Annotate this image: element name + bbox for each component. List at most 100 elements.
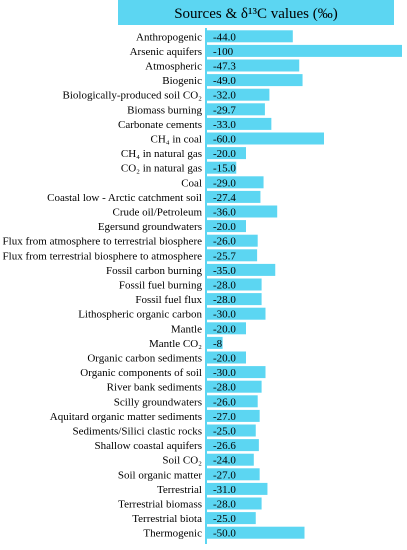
value-label: -28.0 xyxy=(213,499,236,511)
bar xyxy=(207,424,256,437)
category-label: Biomass burning xyxy=(127,104,202,116)
value-label: -20.0 xyxy=(213,353,236,365)
chart-title: Sources & δ¹³C values (‰) xyxy=(174,6,338,22)
bar xyxy=(207,44,402,57)
category-label: Anthropogenic xyxy=(136,31,202,43)
category-label: Flux from atmosphere to terrestrial bios… xyxy=(3,236,203,248)
category-label: Aquitard organic matter sediments xyxy=(50,411,202,423)
bars-group xyxy=(207,30,402,539)
category-labels-group: Anthropogenic Arsenic aquifers Atmospheric… xyxy=(3,31,203,539)
category-label: Coal xyxy=(181,177,202,189)
category-label: Organic components of soil xyxy=(80,367,202,379)
category-label: Terrestrial biomass xyxy=(118,499,202,511)
category-label: Sediments/Silici clastic rocks xyxy=(72,426,202,438)
bar xyxy=(207,59,300,72)
bar xyxy=(207,117,272,130)
value-label: -26.0 xyxy=(213,396,236,408)
category-label: Thermogenic xyxy=(143,528,202,540)
value-label: -15.0 xyxy=(213,163,236,175)
bar xyxy=(207,366,266,379)
category-label: Atmospheric xyxy=(145,61,202,73)
category-label: Crude oil/Petroleum xyxy=(112,207,202,219)
bar xyxy=(207,205,278,218)
bar xyxy=(207,351,246,364)
value-label: -28.0 xyxy=(213,382,236,394)
bar xyxy=(207,380,262,393)
bar xyxy=(207,395,258,408)
value-label: -20.0 xyxy=(213,221,236,233)
category-label: Soil organic matter xyxy=(118,469,202,481)
category-label: Biologically-produced soil CO₂ xyxy=(63,90,203,102)
value-label: -30.0 xyxy=(213,367,236,379)
value-label: -29.7 xyxy=(213,104,236,116)
value-label: -20.0 xyxy=(213,148,236,160)
value-label: -33.0 xyxy=(213,119,236,131)
value-label: -8 xyxy=(213,338,223,350)
category-label: Biogenic xyxy=(162,75,202,87)
bar xyxy=(207,453,254,466)
category-label: Shallow coastal aquifers xyxy=(94,440,202,452)
value-label: -47.3 xyxy=(213,61,236,73)
value-label: -50.0 xyxy=(213,528,236,540)
category-label: Terrestrial xyxy=(157,484,202,496)
value-label: -26.0 xyxy=(213,236,236,248)
category-label: Soil CO₂ xyxy=(162,455,202,467)
category-label: Fossil fuel burning xyxy=(119,280,203,292)
value-label: -36.0 xyxy=(213,207,236,219)
category-label: Egersund groundwaters xyxy=(98,221,202,233)
category-label: Scilly groundwaters xyxy=(114,396,202,408)
category-label: CH₄ in natural gas xyxy=(121,148,202,160)
bar xyxy=(207,512,256,525)
value-label: -26.6 xyxy=(213,440,236,452)
bar xyxy=(207,249,258,262)
bar xyxy=(207,482,268,495)
category-label: Carbonate cements xyxy=(118,119,202,131)
bar xyxy=(207,147,246,160)
category-label: Coastal low - Arctic catchment soil xyxy=(47,192,202,204)
category-label: Arsenic aquifers xyxy=(130,46,202,58)
bar xyxy=(207,409,260,422)
category-label: CH₄ in coal xyxy=(151,134,203,146)
chart-title-background xyxy=(118,0,394,25)
bar xyxy=(207,132,324,145)
category-label: Mantle CO₂ xyxy=(149,338,202,350)
bar xyxy=(207,88,270,101)
value-label: -30.0 xyxy=(213,309,236,321)
value-label: -25.7 xyxy=(213,250,236,262)
category-label: River bank sediments xyxy=(107,382,202,394)
value-label: -31.0 xyxy=(213,484,236,496)
value-label: -60.0 xyxy=(213,134,236,146)
value-label: -25.0 xyxy=(213,426,236,438)
category-label: Organic carbon sediments xyxy=(87,353,202,365)
value-label: -27.4 xyxy=(213,192,236,204)
category-label: Lithospheric organic carbon xyxy=(78,309,202,321)
category-label: Flux from terrestrial biosphere to atmos… xyxy=(3,250,203,262)
value-label: -44.0 xyxy=(213,31,236,43)
value-label: -100 xyxy=(213,46,234,58)
bar xyxy=(207,176,264,189)
value-label: -27.0 xyxy=(213,411,236,423)
value-label: -29.0 xyxy=(213,177,236,189)
bar xyxy=(207,468,260,481)
value-label: -28.0 xyxy=(213,294,236,306)
bar xyxy=(207,336,223,349)
bar xyxy=(207,526,305,539)
category-label: Mantle xyxy=(171,323,202,335)
category-label: Fossil carbon burning xyxy=(106,265,202,277)
bar xyxy=(207,220,246,233)
value-label: -25.0 xyxy=(213,513,236,525)
value-label: -28.0 xyxy=(213,280,236,292)
value-label: -35.0 xyxy=(213,265,236,277)
value-label: -49.0 xyxy=(213,75,236,87)
bar xyxy=(207,307,266,320)
bar xyxy=(207,263,276,276)
bar xyxy=(207,190,261,203)
bar xyxy=(207,30,293,43)
bar xyxy=(207,322,246,335)
value-label: -20.0 xyxy=(213,323,236,335)
bar xyxy=(207,293,262,306)
bar xyxy=(207,161,237,174)
bar xyxy=(207,439,259,452)
bar xyxy=(207,234,258,247)
